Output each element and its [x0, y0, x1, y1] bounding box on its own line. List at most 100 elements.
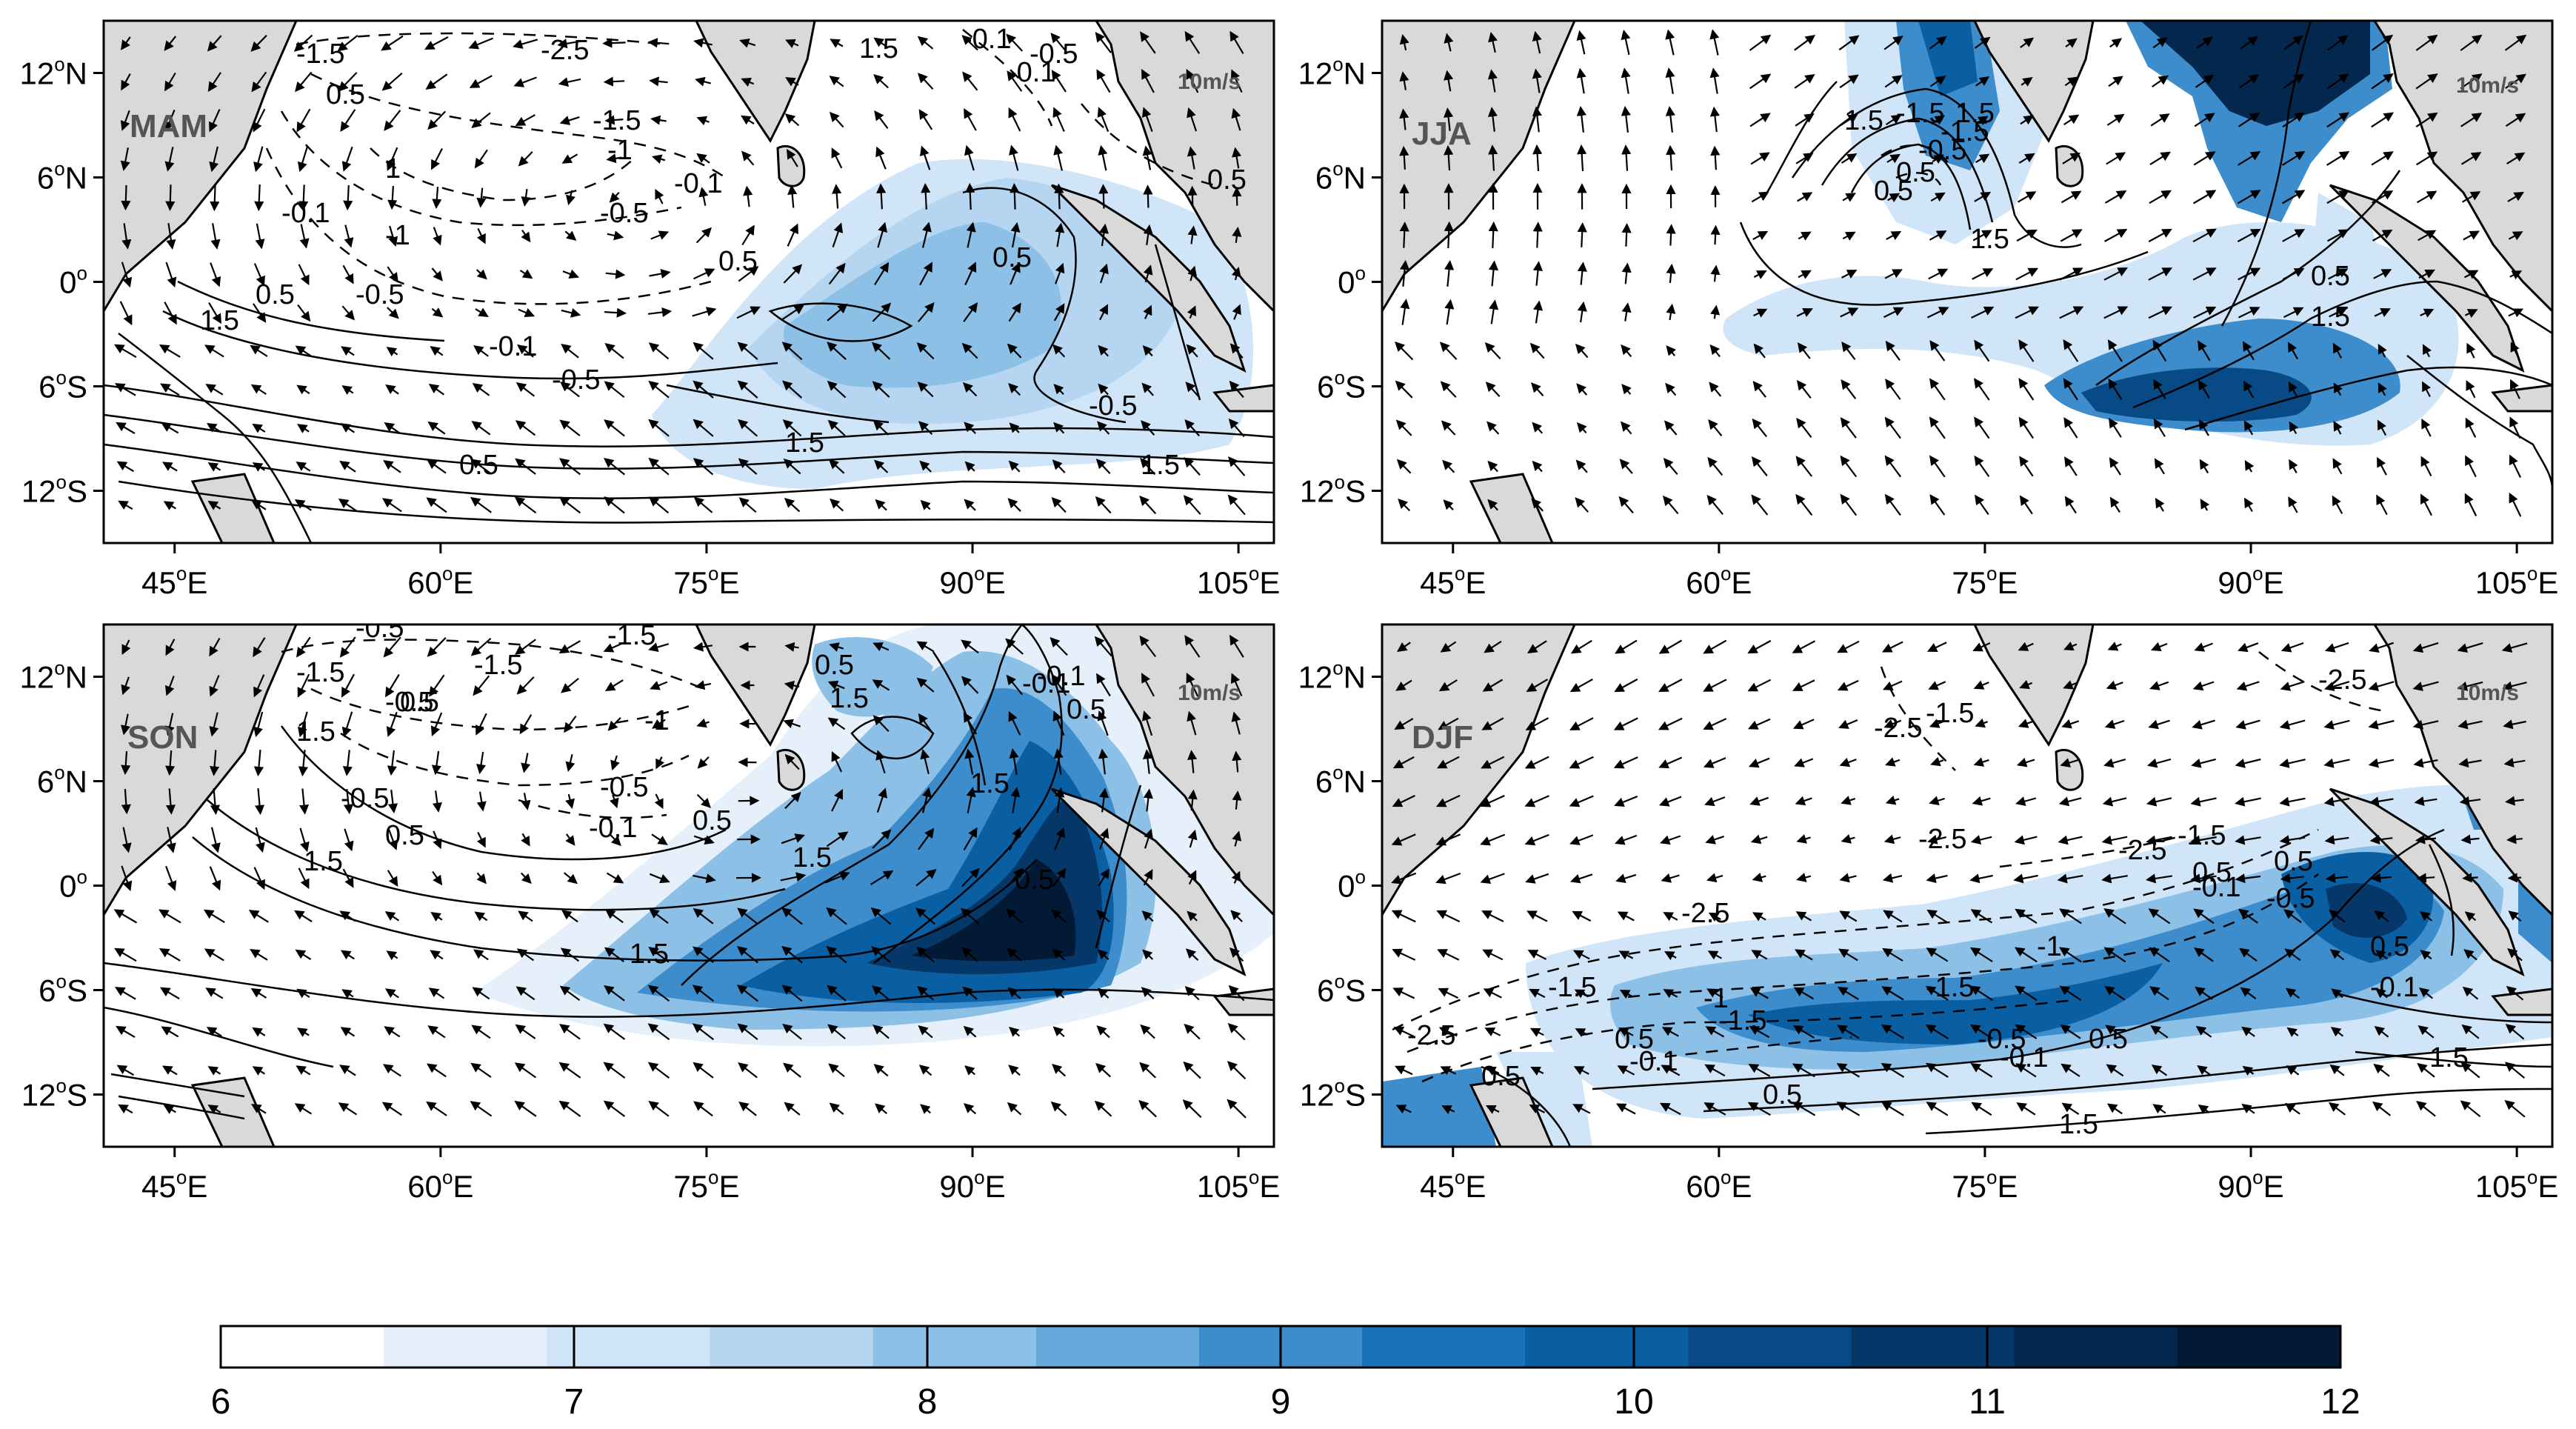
wind-vector: [296, 988, 310, 999]
wind-vector: [781, 985, 803, 1002]
wind-vector: [1976, 116, 1989, 126]
colorbar-tick-label: 8: [918, 1382, 938, 1422]
contour-label: -2.5: [2318, 664, 2366, 696]
wind-vector: [427, 110, 447, 130]
wind-vector: [426, 1101, 447, 1116]
wind-vector: [2412, 719, 2439, 730]
wind-vector: [1097, 987, 1110, 999]
wind-vector: [2412, 642, 2439, 653]
wind-vector: [1841, 153, 1858, 164]
wind-vector: [1399, 71, 1409, 90]
wind-vector: [559, 1024, 581, 1040]
wind-vector: [2238, 151, 2261, 166]
wind-vector: [2375, 988, 2388, 999]
wind-vector: [1139, 495, 1157, 515]
wind-vector: [2464, 309, 2478, 319]
wind-vector: [693, 268, 715, 280]
wind-vector: [165, 750, 176, 776]
wind-vector: [781, 833, 805, 845]
wind-vector: [1096, 673, 1111, 697]
wind-vector: [2061, 1102, 2080, 1116]
y-tick-label: 6oN: [1315, 158, 1366, 196]
wind-vector: [165, 184, 176, 211]
colorbar-tick-label: 12: [2320, 1382, 2360, 1422]
wind-vector: [1666, 263, 1676, 284]
wind-vector: [1052, 1026, 1065, 1038]
wind-vector: [121, 676, 130, 696]
wind-vector: [1484, 640, 1502, 653]
contour-label: 0.5: [1207, 164, 1247, 196]
wind-vector: [2330, 1027, 2344, 1037]
wind-vector: [1926, 947, 1949, 962]
x-tick-label: 90oE: [939, 562, 1005, 600]
wind-vector: [784, 498, 801, 513]
wind-vector: [210, 827, 221, 853]
wind-vector: [1396, 459, 1412, 474]
wind-vector: [1703, 639, 1727, 654]
wind-vector: [343, 185, 353, 211]
wind-vector: [1926, 642, 1947, 652]
panel-label: SON: [127, 719, 198, 756]
wind-vector: [921, 221, 932, 248]
wind-vector: [2420, 950, 2432, 960]
wind-vector: [255, 827, 265, 853]
wind-vector: [2324, 835, 2349, 845]
contour-label: -0.1: [2000, 1042, 2048, 1073]
wind-vector: [872, 985, 891, 1002]
colorbar-segment: [710, 1326, 874, 1368]
wind-vector: [1481, 717, 1504, 730]
wind-vector: [1569, 834, 1594, 845]
wind-vector: [2329, 949, 2345, 961]
wind-vector: [2239, 947, 2258, 962]
wind-vector: [518, 307, 535, 318]
wind-vector: [252, 1027, 266, 1037]
wind-vector: [736, 985, 758, 1002]
wind-vector: [648, 496, 670, 514]
wind-vector: [784, 792, 801, 810]
wind-vector: [693, 1062, 714, 1079]
wind-vector: [207, 1066, 221, 1076]
wind-vector: [210, 184, 220, 212]
wind-vector: [697, 756, 710, 769]
wind-vector: [1099, 304, 1109, 321]
wind-vector: [2149, 947, 2170, 963]
wind-vector: [1229, 380, 1244, 399]
wind-vector: [297, 673, 310, 698]
wind-vector: [2059, 985, 2082, 1002]
wind-vector: [1575, 343, 1589, 359]
wind-vector: [736, 946, 758, 964]
wind-vector: [2466, 380, 2476, 399]
contour-label: 1.5: [200, 305, 239, 336]
wind-vector: [2104, 190, 2127, 204]
wind-vector: [252, 462, 265, 472]
contour-label: -0.1: [2370, 972, 2418, 1003]
contour-label: 1.5: [970, 768, 1010, 799]
y-tick-label: 12oS: [21, 1075, 87, 1113]
wind-vector: [1703, 757, 1726, 768]
wind-vector: [475, 307, 489, 318]
wind-vector: [1749, 34, 1772, 51]
wind-vector: [2288, 381, 2298, 397]
wind-vector: [298, 264, 310, 286]
wind-vector: [784, 642, 799, 652]
wind-vector: [873, 74, 889, 89]
wind-vector: [432, 790, 442, 813]
wind-vector: [1480, 794, 1505, 807]
wind-vector: [2063, 680, 2078, 690]
y-tick-label: 6oS: [1317, 367, 1366, 404]
wind-vector: [344, 224, 354, 248]
y-tick-label: 12oS: [21, 471, 87, 509]
wind-vector: [565, 793, 575, 810]
wind-vector: [2288, 496, 2298, 513]
wind-vector: [1485, 1105, 1500, 1114]
wind-vector: [1621, 344, 1632, 358]
wind-vector: [2060, 758, 2081, 767]
wind-vector: [2064, 496, 2077, 514]
wind-vector: [2153, 418, 2166, 437]
wind-vector: [695, 680, 712, 690]
wind-vector: [1658, 756, 1683, 769]
colorbar-segment: [547, 1326, 710, 1368]
wind-vector: [166, 827, 176, 853]
wind-vector: [1703, 718, 1727, 730]
wind-vector: [428, 384, 445, 396]
